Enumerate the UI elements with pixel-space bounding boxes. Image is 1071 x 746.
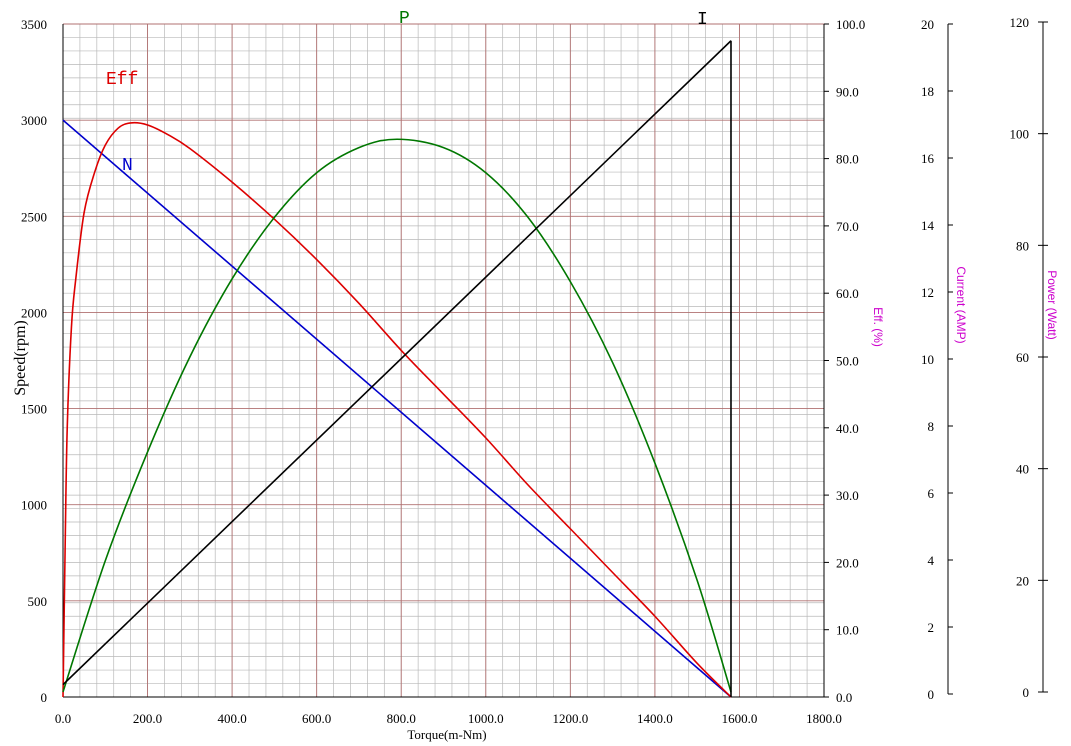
- eff-tick-label: 70.0: [836, 219, 859, 234]
- x-tick-label: 1400.0: [637, 711, 673, 726]
- curves: [62, 40, 732, 698]
- speed-tick-label: 3000: [21, 113, 47, 128]
- eff-tick-label: 50.0: [836, 354, 859, 369]
- axes: [62, 21, 1048, 698]
- power-tick-label: 80: [1016, 238, 1029, 253]
- eff-tick-label: 90.0: [836, 84, 859, 99]
- power-axis-title: Power (Watt): [1045, 270, 1059, 340]
- eff-tick-label: 60.0: [836, 286, 859, 301]
- eff-curve-label: Eff: [106, 70, 138, 90]
- speed-tick-label: 0: [41, 690, 48, 705]
- x-tick-label: 200.0: [133, 711, 162, 726]
- p-curve-label: P: [399, 9, 410, 29]
- eff-tick-label: 10.0: [836, 623, 859, 638]
- speed-tick-label: 2000: [21, 305, 47, 320]
- current-tick-label: 20: [921, 17, 934, 32]
- eff-tick-label: 0.0: [836, 690, 852, 705]
- current-axis-title: Current (AMP): [954, 266, 968, 343]
- current-tick-label: 12: [921, 285, 934, 300]
- x-tick-label: 600.0: [302, 711, 331, 726]
- power-tick-label: 120: [1010, 15, 1030, 30]
- eff-tick-label: 30.0: [836, 488, 859, 503]
- current-tick-label: 10: [921, 352, 934, 367]
- grid-minor: [62, 23, 825, 698]
- x-tick-label: 1000.0: [468, 711, 504, 726]
- x-tick-label: 800.0: [387, 711, 416, 726]
- speed-tick-label: 1000: [21, 498, 47, 513]
- eff-tick-label: 20.0: [836, 555, 859, 570]
- speed-tick-label: 1500: [21, 402, 47, 417]
- x-tick-label: 400.0: [217, 711, 246, 726]
- current-tick-label: 18: [921, 84, 934, 99]
- speed-tick-label: 2500: [21, 209, 47, 224]
- power-tick-label: 60: [1016, 350, 1029, 365]
- current-tick-label: 14: [921, 218, 935, 233]
- eff-tick-label: 40.0: [836, 421, 859, 436]
- grid-major: [62, 23, 825, 698]
- power-tick-label: 100: [1010, 127, 1030, 142]
- x-tick-label: 1200.0: [552, 711, 588, 726]
- tick-labels: 0.0 200.0 400.0 600.0 800.0 1000.0 1200.0 1400.…: [21, 15, 1029, 726]
- power-tick-label: 20: [1016, 573, 1029, 588]
- speed-axis-title: Speed(rpm): [12, 320, 29, 396]
- x-axis-title: Torque(m-Nm): [407, 727, 486, 742]
- n-curve-label: N: [122, 156, 133, 176]
- x-tick-label: 1800.0: [806, 711, 842, 726]
- current-tick-label: 4: [928, 553, 935, 568]
- series-eff-line: [62, 121, 732, 698]
- speed-tick-label: 3500: [21, 17, 47, 32]
- i-curve-label: I: [697, 10, 708, 30]
- current-tick-label: 16: [921, 151, 935, 166]
- current-tick-label: 6: [928, 486, 935, 501]
- speed-tick-label: 500: [28, 594, 48, 609]
- series-n-line: [62, 119, 732, 698]
- power-tick-label: 0: [1023, 685, 1030, 700]
- eff-tick-label: 100.0: [836, 17, 865, 32]
- series-p-line: [62, 138, 732, 693]
- current-tick-label: 8: [928, 419, 935, 434]
- current-tick-label: 0: [928, 687, 935, 702]
- series-i-line: [62, 40, 732, 686]
- x-tick-label: 1600.0: [722, 711, 758, 726]
- x-tick-label: 0.0: [55, 711, 71, 726]
- eff-tick-label: 80.0: [836, 152, 859, 167]
- eff-axis-title: Eff. (%): [871, 307, 885, 347]
- power-tick-label: 40: [1016, 462, 1029, 477]
- current-tick-label: 2: [928, 620, 935, 635]
